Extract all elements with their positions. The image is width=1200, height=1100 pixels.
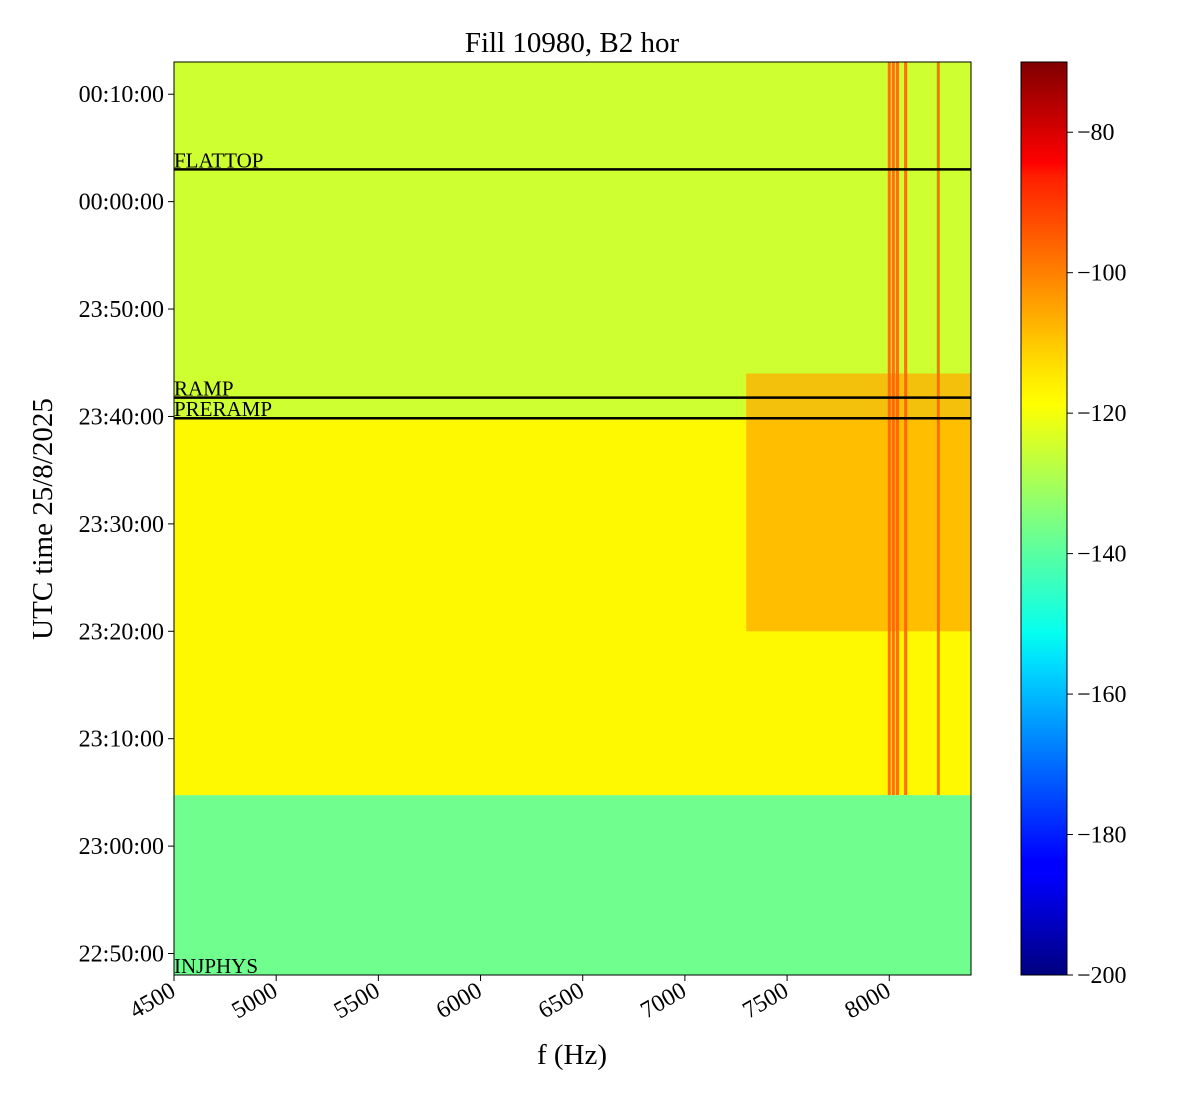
y-tick-label: 23:50:00 [79,297,164,323]
x-tick-label: 7000 [636,978,691,1025]
x-axis-label: f (Hz) [537,1039,607,1071]
spectrogram-region-3 [174,62,971,419]
phase-label-injphys: INJPHYS [174,954,258,978]
colorbar [1020,61,1068,976]
spectrogram-region-1 [174,795,971,975]
spectral-line-8240 [936,62,940,796]
y-tick-label: 23:30:00 [79,512,164,538]
chart-title: Fill 10980, B2 hor [465,27,680,59]
plot-frame [173,61,972,976]
y-tick-label: 23:20:00 [79,619,164,645]
x-tick-label: 5500 [330,978,385,1025]
spectral-line-8000 [887,62,891,796]
y-tick-label: 23:10:00 [79,727,164,753]
x-tick-label: 5000 [228,978,283,1025]
plot-area [174,62,971,975]
x-axis: 4500 5000 5500 6000 6500 7000 7500 8000 [125,975,895,1024]
phase-label-ramp: RAMP [174,377,234,401]
y-tick-label: 00:10:00 [79,82,164,108]
y-tick-label: 23:40:00 [79,404,164,430]
colorbar-tick-label: −140 [1077,542,1127,568]
colorbar-tick-label: −180 [1077,823,1127,849]
colorbar-axis: −200 −180 −160 −140 −120 −100 −80 [1067,120,1127,989]
x-tick-label: 6500 [534,978,589,1025]
phase-label-flattop: FLATTOP [174,148,263,172]
spectral-line-8020 [891,62,895,796]
spectral-line-8040 [895,62,899,796]
colorbar-tick-label: −160 [1077,682,1127,708]
x-tick-label: 8000 [841,978,896,1025]
colorbar-tick-label: −80 [1077,120,1115,146]
y-tick-label: 00:00:00 [79,190,164,216]
phase-label-preramp: PRERAMP [174,397,272,421]
y-axis: 22:50:00 23:00:00 23:10:00 23:20:00 23:30:00… [79,82,174,968]
colorbar-tick-label: −100 [1077,261,1127,287]
hot-band [746,373,971,632]
x-tick-label: 7500 [739,978,794,1025]
colorbar-tick-label: −200 [1077,963,1127,989]
spectral-line-8080 [904,62,908,796]
y-tick-label: 22:50:00 [79,942,164,968]
y-tick-label: 23:00:00 [79,834,164,860]
x-tick-label: 4500 [125,978,180,1025]
x-tick-label: 6000 [432,978,487,1025]
y-axis-label: UTC time 25/8/2025 [27,398,59,640]
colorbar-tick-label: −120 [1077,401,1127,427]
